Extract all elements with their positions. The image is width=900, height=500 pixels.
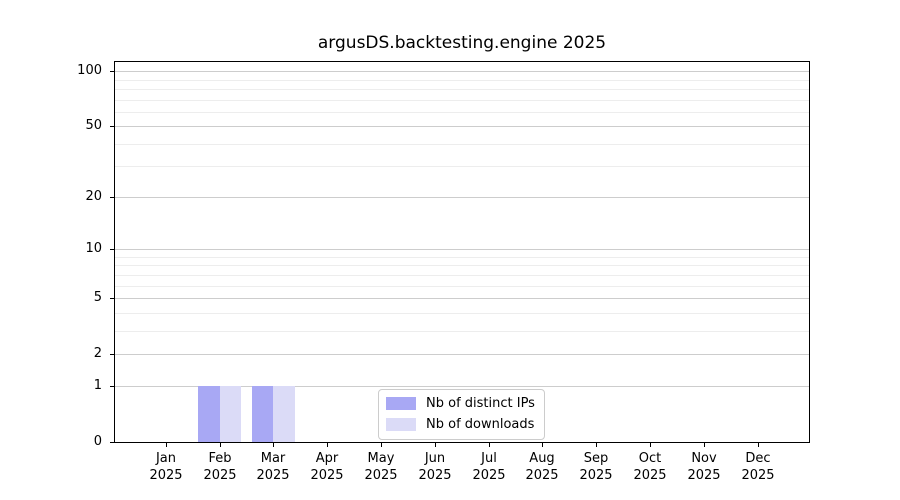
x-tick-year-feb: 2025 bbox=[203, 468, 237, 483]
x-tick-label-may: May 2025 bbox=[349, 450, 413, 484]
y-tick-label-50: 50 bbox=[85, 118, 102, 133]
x-tick-month-feb: Feb bbox=[208, 451, 232, 466]
major-gridline-100 bbox=[115, 71, 809, 72]
legend-label-downloads: Nb of downloads bbox=[426, 417, 535, 432]
y-tick-mark-1 bbox=[110, 386, 114, 387]
x-tick-month-mar: Mar bbox=[260, 451, 286, 466]
x-tick-year-oct: 2025 bbox=[633, 468, 667, 483]
x-tick-month-oct: Oct bbox=[638, 451, 662, 466]
y-tick-mark-20 bbox=[110, 197, 114, 198]
x-tick-mark-jul bbox=[489, 443, 490, 447]
x-tick-mark-jun bbox=[435, 443, 436, 447]
x-tick-year-sep: 2025 bbox=[579, 468, 613, 483]
minor-gridline-40 bbox=[115, 144, 809, 145]
x-tick-year-aug: 2025 bbox=[525, 468, 559, 483]
minor-gridline-6 bbox=[115, 286, 809, 287]
x-tick-label-mar: Mar 2025 bbox=[241, 450, 305, 484]
minor-gridline-8 bbox=[115, 265, 809, 266]
x-tick-year-nov: 2025 bbox=[687, 468, 721, 483]
x-tick-mark-may bbox=[381, 443, 382, 447]
y-tick-mark-100 bbox=[110, 71, 114, 72]
x-tick-month-apr: Apr bbox=[315, 451, 339, 466]
y-tick-mark-0 bbox=[110, 442, 114, 443]
x-tick-label-dec: Dec 2025 bbox=[726, 450, 790, 484]
y-tick-mark-50 bbox=[110, 126, 114, 127]
major-gridline-50 bbox=[115, 126, 809, 127]
x-tick-label-sep: Sep 2025 bbox=[564, 450, 628, 484]
x-tick-year-apr: 2025 bbox=[310, 468, 344, 483]
x-tick-label-nov: Nov 2025 bbox=[672, 450, 736, 484]
chart-title: argusDS.backtesting.engine 2025 bbox=[317, 33, 607, 53]
x-tick-label-apr: Apr 2025 bbox=[295, 450, 359, 484]
x-tick-year-jan: 2025 bbox=[149, 468, 183, 483]
bar-nb-of-downloads-mar bbox=[273, 386, 296, 442]
x-tick-year-may: 2025 bbox=[364, 468, 398, 483]
x-tick-year-jun: 2025 bbox=[418, 468, 452, 483]
x-tick-month-sep: Sep bbox=[583, 451, 609, 466]
bar-nb-of-distinct-ips-feb bbox=[197, 386, 220, 442]
y-tick-mark-10 bbox=[110, 249, 114, 250]
x-tick-month-jun: Jun bbox=[424, 451, 446, 466]
minor-gridline-30 bbox=[115, 166, 809, 167]
x-tick-month-aug: Aug bbox=[529, 451, 555, 466]
minor-gridline-4 bbox=[115, 313, 809, 314]
minor-gridline-3 bbox=[115, 331, 809, 332]
legend-label-distinct-ips: Nb of distinct IPs bbox=[426, 396, 535, 411]
plot-area: Nb of distinct IPs Nb of downloads bbox=[114, 61, 810, 443]
x-tick-year-mar: 2025 bbox=[256, 468, 290, 483]
x-tick-label-jul: Jul 2025 bbox=[457, 450, 521, 484]
y-tick-label-100: 100 bbox=[77, 63, 102, 78]
x-tick-month-jan: Jan bbox=[155, 451, 177, 466]
y-tick-label-10: 10 bbox=[85, 241, 102, 256]
major-gridline-10 bbox=[115, 249, 809, 250]
x-tick-mark-sep bbox=[596, 443, 597, 447]
x-tick-label-jun: Jun 2025 bbox=[403, 450, 467, 484]
y-tick-mark-5 bbox=[110, 298, 114, 299]
legend-item-downloads: Nb of downloads bbox=[386, 417, 535, 432]
x-tick-month-may: May bbox=[367, 451, 395, 466]
minor-gridline-9 bbox=[115, 257, 809, 258]
major-gridline-5 bbox=[115, 298, 809, 299]
y-tick-label-20: 20 bbox=[85, 189, 102, 204]
legend-swatch-distinct-ips bbox=[386, 397, 416, 410]
minor-gridline-60 bbox=[115, 112, 809, 113]
major-gridline-1 bbox=[115, 386, 809, 387]
minor-gridline-70 bbox=[115, 100, 809, 101]
bars-layer bbox=[115, 62, 809, 442]
x-tick-year-dec: 2025 bbox=[741, 468, 775, 483]
x-tick-label-feb: Feb 2025 bbox=[188, 450, 252, 484]
major-gridline-2 bbox=[115, 354, 809, 355]
x-tick-label-oct: Oct 2025 bbox=[618, 450, 682, 484]
minor-gridline-80 bbox=[115, 89, 809, 90]
bar-nb-of-distinct-ips-mar bbox=[251, 386, 274, 442]
bar-nb-of-downloads-feb bbox=[219, 386, 242, 442]
legend: Nb of distinct IPs Nb of downloads bbox=[378, 389, 545, 440]
y-tick-label-2: 2 bbox=[93, 346, 102, 361]
legend-item-distinct-ips: Nb of distinct IPs bbox=[386, 396, 535, 411]
y-tick-label-1: 1 bbox=[93, 378, 102, 393]
x-tick-month-jul: Jul bbox=[481, 451, 497, 466]
x-tick-mark-apr bbox=[327, 443, 328, 447]
x-tick-label-jan: Jan 2025 bbox=[134, 450, 198, 484]
minor-gridline-90 bbox=[115, 80, 809, 81]
x-tick-label-aug: Aug 2025 bbox=[510, 450, 574, 484]
x-tick-mark-jan bbox=[166, 443, 167, 447]
y-tick-label-0: 0 bbox=[93, 434, 102, 449]
x-tick-mark-nov bbox=[704, 443, 705, 447]
x-tick-mark-oct bbox=[650, 443, 651, 447]
x-tick-mark-feb bbox=[220, 443, 221, 447]
minor-gridline-7 bbox=[115, 275, 809, 276]
x-tick-mark-aug bbox=[542, 443, 543, 447]
x-tick-month-nov: Nov bbox=[691, 451, 717, 466]
y-tick-mark-2 bbox=[110, 354, 114, 355]
major-gridline-20 bbox=[115, 197, 809, 198]
gridlines-layer bbox=[115, 62, 809, 442]
x-tick-month-dec: Dec bbox=[745, 451, 771, 466]
x-tick-year-jul: 2025 bbox=[472, 468, 506, 483]
y-tick-label-5: 5 bbox=[93, 290, 102, 305]
legend-swatch-downloads bbox=[386, 418, 416, 431]
x-tick-mark-mar bbox=[273, 443, 274, 447]
x-tick-mark-dec bbox=[758, 443, 759, 447]
